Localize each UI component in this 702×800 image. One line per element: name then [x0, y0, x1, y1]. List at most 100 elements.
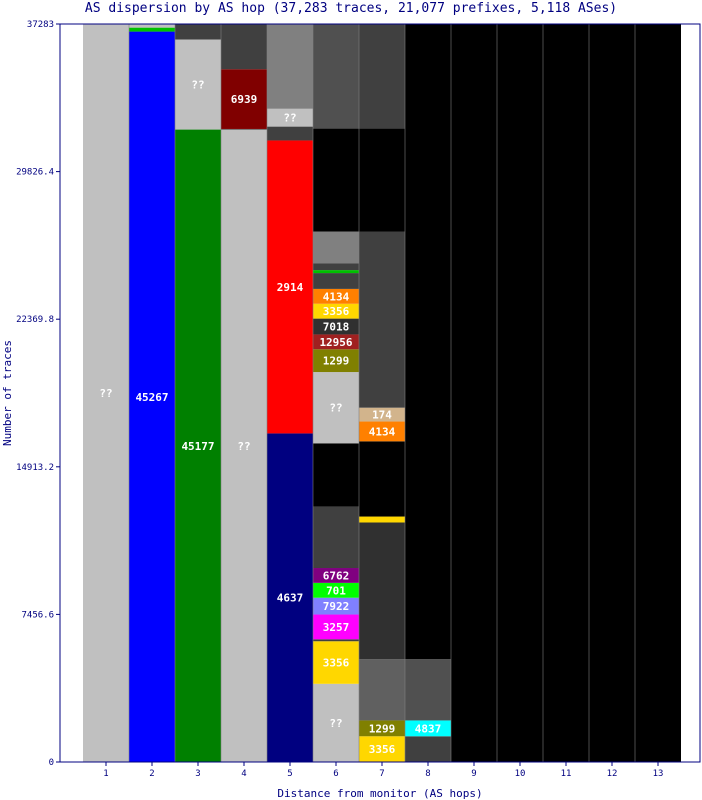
- bar-segment-hop7-3: [359, 522, 405, 660]
- segment-label-hop6-14: 4134: [323, 290, 350, 303]
- segment-label-hop6-1: 3356: [323, 657, 350, 670]
- x-axis: 1 2 3 4 5 6 7 8 9 10 11 12 13: [103, 762, 663, 779]
- bar-segment-hop6-2: [313, 639, 359, 642]
- x-tick-label: 4: [241, 769, 246, 779]
- bar-segment-hop8-3: [405, 24, 451, 660]
- x-tick-label: 9: [471, 769, 476, 779]
- segment-label-hop4-2: 6939: [231, 93, 258, 106]
- x-tick-label: 10: [515, 769, 526, 779]
- bar-segment-hop4-3: [221, 24, 267, 70]
- bar-segment-hop2-1: [129, 27, 175, 32]
- y-axis: 0 7456.6 14913.2 22369.8 29826.4 37283: [16, 20, 60, 768]
- bar-segment-hop3-2: [175, 24, 221, 40]
- bar-segment-hop6-16: [313, 270, 359, 274]
- bar-segment-hop7-9: [359, 128, 405, 232]
- segment-label-hop6-12: 7018: [323, 321, 350, 334]
- y-axis-label: Number of traces: [1, 340, 14, 446]
- segment-label-hop2-0: 45267: [135, 391, 168, 404]
- bar-segment-hop11-0: [543, 24, 589, 762]
- segment-label-hop7-0: 3356: [369, 743, 396, 756]
- chart-title: AS dispersion by AS hop (37,283 traces, …: [85, 1, 617, 16]
- segment-label-hop6-4: 7922: [323, 600, 350, 613]
- bar-segment-hop5-4: [267, 24, 313, 109]
- y-tick-label: 22369.8: [16, 315, 54, 325]
- bar-segment-hop6-11: [313, 334, 359, 350]
- x-tick-label: 12: [607, 769, 618, 779]
- y-tick-label: 0: [49, 758, 54, 768]
- x-tick-label: 5: [287, 769, 292, 779]
- bar-segment-hop6-18: [313, 231, 359, 264]
- segment-label-hop4-0: ??: [237, 440, 250, 453]
- segment-label-hop6-6: 6762: [323, 569, 350, 582]
- x-tick-label: 7: [379, 769, 384, 779]
- segment-label-hop3-1: ??: [191, 79, 204, 92]
- bar-segment-hop9-0: [451, 24, 497, 762]
- segment-label-hop7-6: 4134: [369, 425, 396, 438]
- bar-segment-hop5-3: [267, 108, 313, 127]
- segment-label-hop8-1: 4837: [415, 722, 442, 735]
- bar-segment-hop3-1: [175, 39, 221, 130]
- x-tick-label: 11: [561, 769, 572, 779]
- segment-label-hop1-0: ??: [99, 387, 112, 400]
- bar-segment-hop7-7: [359, 407, 405, 422]
- bar-segment-hop7-10: [359, 24, 405, 129]
- bar-segment-hop7-8: [359, 231, 405, 408]
- bar-segment-hop3-0: [175, 129, 221, 762]
- bar-segment-hop6-15: [313, 273, 359, 289]
- bar-segment-hop10-0: [497, 24, 543, 762]
- bar-segment-hop8-2: [405, 659, 451, 721]
- segment-label-hop6-3: 3257: [323, 621, 350, 634]
- segment-label-hop6-0: ??: [329, 717, 342, 730]
- bar-segment-hop4-2: [221, 69, 267, 129]
- bar-segment-hop8-0: [405, 736, 451, 762]
- bar-segment-hop7-6: [359, 421, 405, 442]
- bar-segment-hop6-14: [313, 288, 359, 304]
- y-tick-label: 14913.2: [16, 463, 54, 473]
- plot-area: [83, 24, 681, 763]
- x-tick-label: 6: [333, 769, 338, 779]
- segment-label-hop6-13: 3356: [323, 305, 350, 318]
- bar-segment-hop6-19: [313, 128, 359, 232]
- y-tick-label: 29826.4: [16, 168, 54, 178]
- bar-segment-hop6-5: [313, 582, 359, 598]
- segment-label-hop7-7: 174: [372, 409, 392, 422]
- segment-label-hop5-3: ??: [283, 112, 296, 125]
- plot-frame: [59, 23, 701, 763]
- bar-segment-hop2-2: [129, 24, 175, 28]
- bar-segment-hop1-0: [83, 24, 129, 762]
- x-tick-label: 13: [653, 769, 664, 779]
- segment-label-hop6-10: 1299: [323, 355, 350, 368]
- bar-segment-hop6-9: [313, 372, 359, 444]
- segment-label-hop6-9: ??: [329, 402, 342, 415]
- segment-labels: ?? 45267 45177???? 6939 4637 2914???? 3356 3257…: [99, 79, 441, 757]
- segment-label-hop5-1: 2914: [277, 281, 304, 294]
- bar-segment-hop13-0: [635, 24, 681, 762]
- bar-segment-hop6-17: [313, 263, 359, 271]
- bar-segment-hop8-1: [405, 720, 451, 737]
- bar-segment-hop2-0: [129, 31, 175, 763]
- bar-segment-hop7-1: [359, 720, 405, 737]
- bar-segment-hop6-7: [313, 506, 359, 569]
- bar-segment-hop6-10: [313, 349, 359, 373]
- column-dividers: [128, 24, 636, 762]
- y-tick-label: 7456.6: [21, 610, 54, 620]
- bar-segment-hop7-0: [359, 736, 405, 762]
- bar-segment-hop5-0: [267, 433, 313, 762]
- bar-segment-hop7-2: [359, 659, 405, 721]
- bar-segment-hop7-5: [359, 441, 405, 517]
- x-tick-label: 2: [149, 769, 154, 779]
- bar-segment-hop6-6: [313, 568, 359, 583]
- bar-segment-hop6-0: [313, 683, 359, 762]
- bar-segment-hop12-0: [589, 24, 635, 762]
- x-tick-label: 8: [425, 769, 430, 779]
- bar-segment-hop6-1: [313, 641, 359, 684]
- bar-segment-hop6-8: [313, 443, 359, 507]
- bar-segment-hop6-20: [313, 24, 359, 129]
- segment-label-hop5-0: 4637: [277, 592, 304, 605]
- segment-label-hop6-5: 701: [326, 584, 346, 597]
- segment-label-hop3-0: 45177: [181, 440, 214, 453]
- y-tick-label: 37283: [27, 20, 54, 30]
- bar-segment-hop6-12: [313, 318, 359, 335]
- segment-label-hop6-11: 12956: [319, 336, 352, 349]
- bar-segment-hop6-13: [313, 303, 359, 319]
